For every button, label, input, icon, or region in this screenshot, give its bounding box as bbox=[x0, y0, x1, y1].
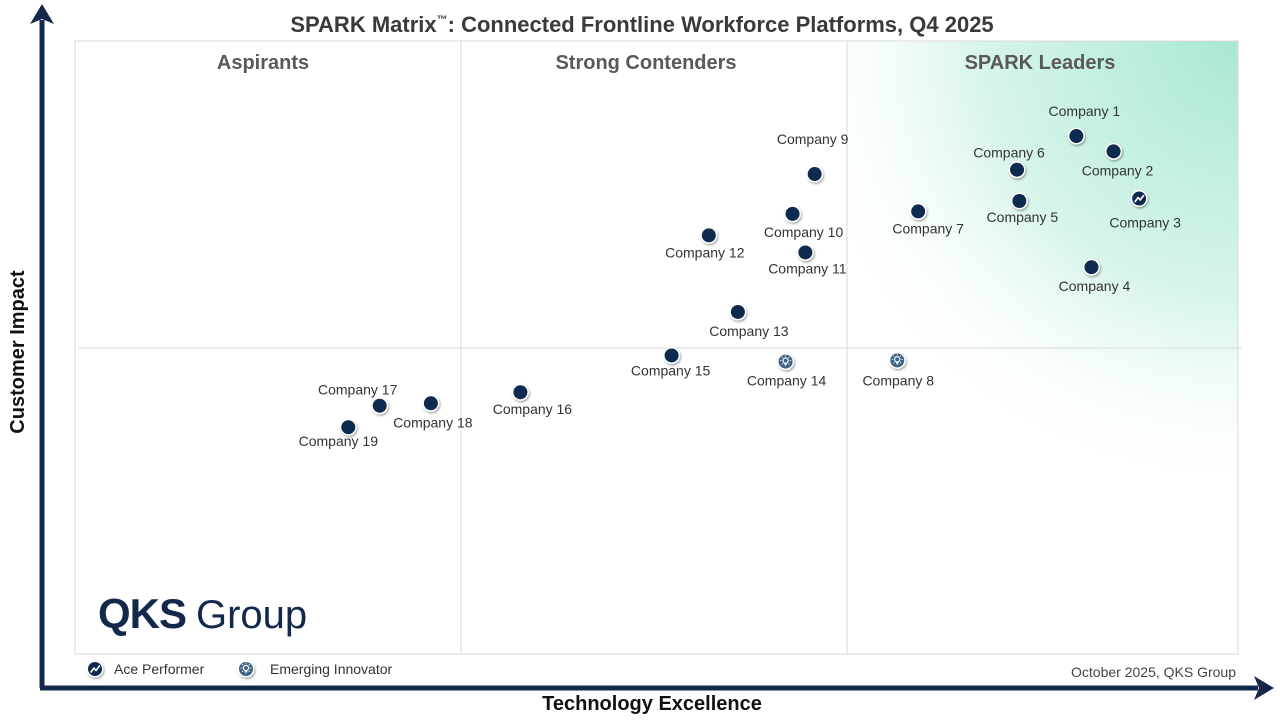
logo-bold-text: QKS bbox=[98, 590, 186, 637]
data-point-label-company-15: Company 15 bbox=[631, 362, 711, 378]
legend-emerging-marker-dot bbox=[239, 662, 253, 676]
zone-label-spark-leaders: SPARK Leaders bbox=[965, 52, 1116, 74]
data-point-label-company-16: Company 16 bbox=[493, 401, 573, 417]
data-point-label-company-7: Company 7 bbox=[892, 220, 964, 236]
data-point-label-company-4: Company 4 bbox=[1059, 278, 1131, 294]
data-point-company-17 bbox=[371, 397, 389, 415]
chart-title: SPARK Matrix™: Connected Frontline Workf… bbox=[290, 12, 993, 37]
title-trademark: ™ bbox=[437, 14, 448, 26]
data-point-company-5-dot bbox=[1012, 193, 1027, 208]
legend-ace-marker bbox=[86, 660, 104, 678]
data-point-label-company-6: Company 6 bbox=[973, 145, 1045, 161]
data-point-label-company-8: Company 8 bbox=[862, 372, 934, 388]
y-axis-arrow bbox=[30, 4, 54, 24]
data-point-company-8-dot bbox=[890, 353, 905, 368]
data-point-label-company-17: Company 17 bbox=[318, 382, 398, 398]
data-point-company-16-dot bbox=[513, 385, 528, 400]
data-point-label-company-18: Company 18 bbox=[393, 414, 473, 430]
data-point-label-company-1: Company 1 bbox=[1049, 103, 1121, 119]
data-point-company-13 bbox=[729, 303, 747, 321]
data-point-company-17-dot bbox=[372, 398, 387, 413]
qks-group-logo: QKS Group bbox=[98, 590, 307, 637]
zone-label-strong-contenders: Strong Contenders bbox=[555, 52, 736, 74]
plot-area bbox=[74, 40, 1242, 655]
data-point-company-1 bbox=[1067, 127, 1085, 145]
data-point-company-6-dot bbox=[1010, 162, 1025, 177]
data-point-label-company-14: Company 14 bbox=[747, 373, 827, 389]
trend-up-icon bbox=[90, 665, 101, 673]
data-point-label-company-13: Company 13 bbox=[709, 323, 789, 339]
data-point-company-18-dot bbox=[423, 396, 438, 411]
data-point-label-company-11: Company 11 bbox=[768, 260, 847, 276]
data-point-label-company-3: Company 3 bbox=[1109, 215, 1181, 231]
data-point-company-10 bbox=[784, 205, 802, 223]
data-point-label-company-2: Company 2 bbox=[1082, 162, 1154, 178]
data-point-company-2-dot bbox=[1106, 144, 1121, 159]
axes bbox=[30, 4, 1274, 700]
data-point-company-6 bbox=[1008, 161, 1026, 179]
data-point-company-9 bbox=[806, 165, 824, 183]
legend-emerging-innovator-label: Emerging Innovator bbox=[270, 661, 393, 677]
data-point-company-15 bbox=[663, 346, 681, 364]
title-rest: : Connected Frontline Workforce Platform… bbox=[448, 12, 994, 37]
legend-emerging-marker bbox=[237, 660, 255, 678]
data-point-company-16 bbox=[511, 383, 529, 401]
footer-date-source: October 2025, QKS Group bbox=[1071, 664, 1236, 680]
data-point-company-12 bbox=[700, 226, 718, 244]
data-point-label-company-9: Company 9 bbox=[777, 131, 849, 147]
legend-emerging-innovator-icon bbox=[237, 660, 255, 678]
data-point-company-7 bbox=[909, 202, 927, 220]
data-point-company-4 bbox=[1082, 258, 1100, 276]
data-point-label-company-19: Company 19 bbox=[299, 433, 379, 449]
logo-regular-text: Group bbox=[196, 593, 307, 637]
data-point-label-company-12: Company 12 bbox=[665, 244, 745, 260]
data-point-company-19 bbox=[339, 418, 357, 436]
data-point-company-9-dot bbox=[807, 167, 822, 182]
data-point-company-10-dot bbox=[785, 206, 800, 221]
zone-label-aspirants: Aspirants bbox=[217, 52, 309, 74]
data-point-company-15-dot bbox=[664, 348, 679, 363]
trend-up-icon bbox=[1134, 194, 1145, 203]
data-point-company-3 bbox=[1130, 190, 1148, 208]
data-point-label-company-5: Company 5 bbox=[987, 209, 1059, 225]
legend: Ace Performer Emerging Innovator bbox=[86, 660, 393, 678]
legend-ace-performer-icon bbox=[86, 660, 104, 678]
data-point-company-11-dot bbox=[798, 245, 813, 260]
data-points: Company 1 Company 2 Company 3 Company 4 Comp… bbox=[299, 103, 1182, 449]
data-point-company-4-dot bbox=[1084, 260, 1099, 275]
data-point-company-8 bbox=[888, 351, 906, 369]
lightbulb-icon bbox=[891, 353, 903, 365]
data-point-company-5 bbox=[1010, 192, 1028, 210]
data-point-label-company-10: Company 10 bbox=[764, 224, 844, 240]
data-point-company-14-dot bbox=[778, 354, 793, 369]
data-point-company-1-dot bbox=[1069, 129, 1084, 144]
x-axis-label: Technology Excellence bbox=[542, 693, 762, 715]
legend-ace-performer-label: Ace Performer bbox=[114, 661, 205, 677]
data-point-company-13-dot bbox=[730, 304, 745, 319]
y-axis-label: Customer Impact bbox=[7, 270, 29, 434]
data-point-company-18 bbox=[422, 394, 440, 412]
data-point-company-14 bbox=[777, 353, 795, 371]
data-point-company-19-dot bbox=[341, 420, 356, 435]
data-point-company-7-dot bbox=[911, 204, 926, 219]
lightbulb-icon bbox=[240, 662, 252, 674]
data-point-company-2 bbox=[1105, 142, 1123, 160]
lightbulb-icon bbox=[780, 355, 792, 367]
x-axis-arrow bbox=[1254, 676, 1274, 700]
data-point-company-11 bbox=[796, 243, 814, 261]
data-point-company-12-dot bbox=[701, 228, 716, 243]
title-main: SPARK Matrix bbox=[290, 12, 437, 37]
